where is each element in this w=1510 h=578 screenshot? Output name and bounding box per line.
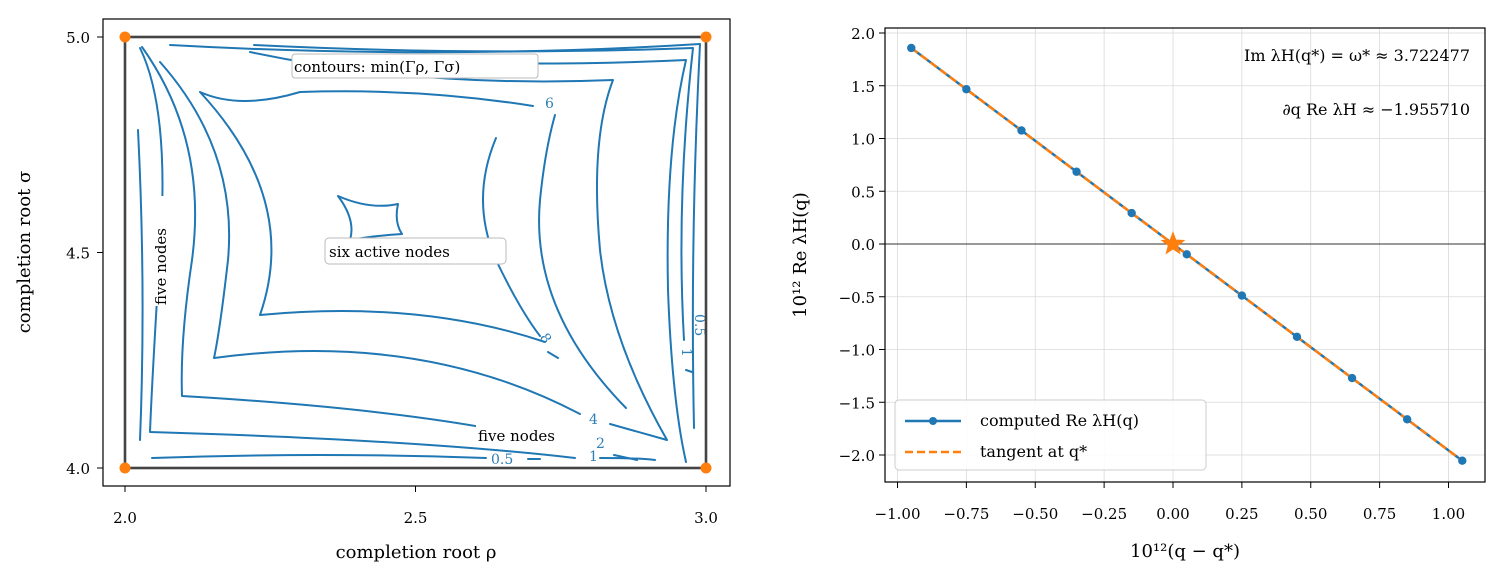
y-tick-label: −1.5	[839, 394, 875, 412]
data-point	[1237, 291, 1247, 300]
corner-point	[700, 31, 712, 43]
y-tick-label: 4.5	[66, 245, 90, 263]
x-tick-label: −1.00	[875, 505, 921, 523]
contour-level-0_5-left	[137, 129, 144, 441]
contour-level-0_5-bottom	[151, 454, 541, 460]
left-label-bg	[150, 196, 172, 306]
legend-box	[894, 399, 1207, 471]
data-point	[1458, 456, 1467, 465]
data-point	[1292, 332, 1302, 342]
y-tick-label: 0.0	[851, 236, 875, 254]
left-panel: 0.5 1 2 4 6 8 10 0.5 1 contours: min(Γρ,…	[14, 18, 731, 563]
data-point	[1402, 415, 1412, 424]
data-point	[962, 85, 971, 94]
x-tick-label: 2.0	[113, 509, 137, 527]
left-x-label: completion root ρ	[336, 542, 497, 563]
x-tick-label: −0.75	[943, 505, 989, 523]
legend: computed Re λH(q) tangent at q*	[894, 399, 1207, 471]
left-annotation: five nodes	[152, 228, 170, 305]
corner-point	[119, 31, 131, 43]
contour-level-0_5	[169, 43, 701, 429]
series-tangent-line	[910, 46, 1464, 462]
center-label-box	[324, 237, 507, 265]
data-point	[1347, 373, 1357, 383]
x-tick-label: 0.75	[1363, 505, 1396, 523]
data-point	[1017, 126, 1026, 135]
y-tick-label: 2.0	[851, 25, 875, 43]
contours-label-box	[291, 53, 539, 79]
left-y-label: completion root σ	[14, 171, 35, 334]
x-tick-label: −0.25	[1081, 505, 1127, 523]
contour-level-10	[337, 195, 403, 241]
contour-label: 0.5	[491, 452, 513, 468]
contours-annotation: contours: min(Γρ, Γσ)	[294, 58, 460, 76]
bottom-label-bg	[476, 425, 586, 447]
bottom-annotation: five nodes	[478, 427, 555, 445]
x-tick-label: 0.50	[1294, 505, 1327, 523]
legend-label-computed: computed Re λH(q)	[980, 411, 1139, 430]
x-tick-label: 3.0	[694, 509, 718, 527]
legend-marker-computed	[929, 417, 937, 425]
y-tick-label: 1.5	[851, 78, 875, 96]
y-tick-label: 5.0	[66, 29, 90, 47]
contour-label: 1	[589, 449, 598, 465]
corner-points	[119, 31, 712, 474]
y-tick-label: 4.0	[66, 460, 90, 478]
contour-label: 6	[545, 96, 554, 112]
contour-label: 4	[589, 412, 598, 428]
contour-label: 2	[596, 436, 605, 452]
legend-label-tangent: tangent at q*	[980, 442, 1087, 461]
series-layer	[907, 43, 1467, 465]
left-ticks: 2.0 2.5 3.0 4.0 4.5 5.0	[66, 29, 718, 527]
unit-square	[123, 35, 708, 470]
y-tick-label: 1.0	[851, 131, 875, 149]
deriv-annotation: ∂q Re λH ≈ −1.955710	[1282, 100, 1470, 119]
right-axes-frame	[884, 27, 1486, 483]
corner-point	[700, 462, 712, 474]
data-point	[1072, 167, 1081, 176]
y-tick-label: 0.5	[851, 183, 875, 201]
x-tick-label: 1.00	[1432, 505, 1465, 523]
data-point	[1182, 250, 1191, 259]
star-marker	[1160, 231, 1186, 255]
x-tick-label: 0.00	[1156, 505, 1189, 523]
y-tick-label: −2.0	[839, 447, 875, 465]
center-annotation: six active nodes	[329, 243, 450, 261]
contour-label: 1	[678, 348, 694, 357]
right-y-label: 10¹² Re λH(q)	[790, 192, 811, 318]
x-tick-label: 0.25	[1225, 505, 1258, 523]
data-point	[907, 43, 916, 53]
data-point	[1127, 208, 1136, 218]
contour-level-6	[199, 90, 627, 409]
y-tick-label: −1.0	[839, 342, 875, 360]
contour-label: 0.5	[691, 314, 707, 336]
contour-level-8	[482, 137, 541, 337]
corner-point	[119, 462, 131, 474]
x-tick-label: −0.50	[1012, 505, 1058, 523]
right-x-label: 10¹²(q − q*)	[1130, 541, 1240, 562]
right-ticks: −1.00 −0.75 −0.50 −0.25 0.00 0.25 0.50 0.75 1.00…	[839, 25, 1466, 523]
y-tick-label: −0.5	[839, 289, 875, 307]
im-annotation: Im λH(q*) = ω* ≈ 3.722477	[1244, 46, 1470, 65]
right-panel: −1.00 −0.75 −0.50 −0.25 0.00 0.25 0.50 0.75 1.00…	[790, 25, 1486, 562]
x-tick-label: 2.5	[404, 509, 428, 527]
